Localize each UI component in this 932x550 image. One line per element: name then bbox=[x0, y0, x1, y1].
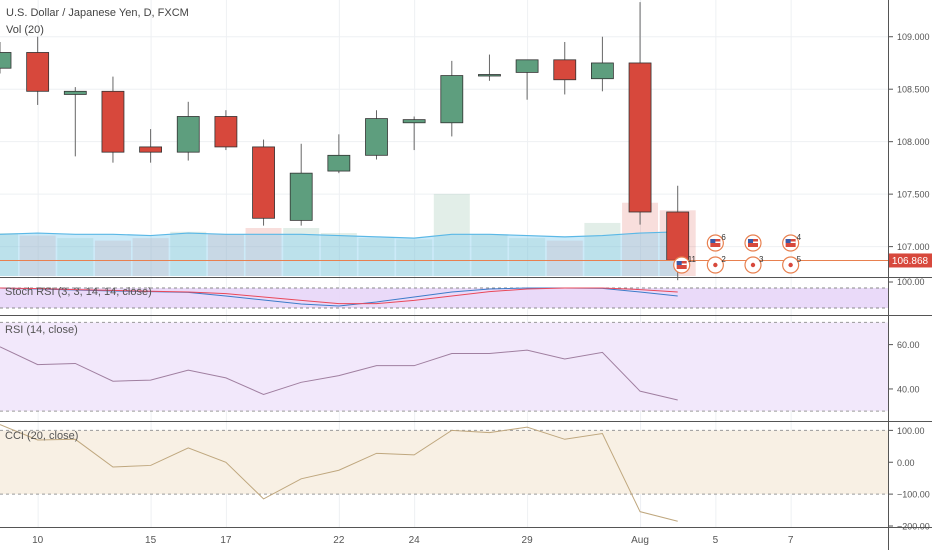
candle-up bbox=[327, 154, 351, 172]
date-tick-label: 29 bbox=[522, 535, 534, 546]
volume-bars bbox=[0, 193, 696, 276]
cci-tick-label: −200.00 bbox=[897, 522, 930, 532]
time-axis[interactable]: 10 15 17 22 24 29 Aug 5 7 bbox=[32, 535, 794, 546]
price-tick-label: 107.500 bbox=[897, 190, 930, 200]
event-count-label: 4 bbox=[797, 233, 802, 242]
cci-tick-label: −100.00 bbox=[897, 490, 930, 500]
date-tick-label: 15 bbox=[145, 535, 157, 546]
volume-bar bbox=[57, 238, 94, 276]
flag-canton bbox=[785, 239, 791, 243]
cci-tick-label: 0.00 bbox=[897, 458, 915, 468]
indicator-lines bbox=[0, 259, 888, 522]
price-tick-label: 107.000 bbox=[897, 242, 930, 252]
last-price-label: 106.868 bbox=[892, 256, 929, 267]
dot-center bbox=[750, 262, 756, 268]
volume-bar bbox=[471, 234, 508, 276]
candle-up bbox=[0, 52, 12, 69]
candle-down bbox=[214, 116, 238, 148]
event-count-label: 3 bbox=[759, 255, 764, 264]
candle-down bbox=[101, 90, 125, 153]
volume-label: Vol (20) bbox=[6, 24, 44, 36]
date-tick-label: 24 bbox=[409, 535, 421, 546]
rsi-line bbox=[0, 346, 678, 401]
chart-title: U.S. Dollar / Japanese Yen, D, FXCM bbox=[6, 7, 189, 19]
event-dot-icon bbox=[706, 256, 724, 274]
event-count-label: 11 bbox=[688, 255, 697, 264]
candle-down bbox=[26, 52, 50, 92]
candle-up bbox=[591, 62, 614, 80]
flag-canton bbox=[676, 261, 682, 265]
volume-ma-area bbox=[0, 231, 678, 276]
stoch-tick-label: 100.00 bbox=[897, 277, 925, 287]
flag-canton bbox=[748, 239, 753, 243]
volume-bar bbox=[207, 234, 244, 276]
dot-center bbox=[713, 262, 718, 268]
price-tick-label: 108.500 bbox=[897, 85, 930, 95]
date-tick-label: 7 bbox=[788, 535, 794, 546]
cci-line bbox=[0, 424, 678, 522]
candle-down bbox=[252, 146, 275, 219]
indicator-bands bbox=[0, 287, 888, 495]
volume-bar bbox=[0, 233, 18, 276]
us-flag-icon bbox=[782, 234, 800, 252]
stoch-rsi-label: Stoch RSI (3, 3, 14, 14, close) bbox=[5, 286, 152, 298]
price-axis[interactable]: 107.000 107.500 108.000 108.500 109.000 100.0… bbox=[888, 32, 930, 532]
dot-center bbox=[788, 262, 793, 268]
candle-up bbox=[365, 118, 388, 156]
rsi-band bbox=[0, 322, 888, 412]
volume-bar bbox=[170, 231, 207, 276]
event-count-label: 6 bbox=[721, 233, 726, 242]
candle-up bbox=[440, 75, 464, 124]
cci-tick-label: 100.00 bbox=[897, 426, 925, 436]
rsi-tick-label: 60.00 bbox=[897, 340, 920, 350]
last-price-tag: 106.868 bbox=[889, 253, 932, 268]
volume-bar bbox=[396, 239, 433, 276]
date-tick-label: 10 bbox=[32, 535, 44, 546]
candle-down bbox=[553, 59, 577, 81]
price-pane[interactable] bbox=[0, 0, 888, 277]
volume-bar bbox=[546, 240, 583, 276]
candle-up bbox=[515, 59, 539, 73]
event-count-label: 2 bbox=[721, 255, 726, 264]
event-markers: 6 4 11 2 3 5 bbox=[673, 233, 802, 274]
volume-bar bbox=[584, 222, 621, 276]
date-tick-label: 22 bbox=[333, 535, 345, 546]
volume-bar bbox=[19, 235, 56, 276]
candlesticks bbox=[0, 2, 690, 281]
candle-up bbox=[289, 172, 313, 221]
volume-bar bbox=[94, 240, 131, 276]
candle-up bbox=[402, 119, 426, 124]
us-flag-icon bbox=[744, 234, 762, 252]
volume-bar bbox=[132, 238, 169, 276]
volume-bar bbox=[509, 238, 546, 276]
candle-up bbox=[176, 116, 200, 153]
event-dot-icon bbox=[744, 256, 762, 274]
cci-band bbox=[0, 430, 888, 495]
price-tick-label: 109.000 bbox=[897, 32, 930, 42]
candle-up bbox=[478, 74, 501, 77]
volume-ma-line bbox=[0, 231, 678, 239]
stoch-line-d bbox=[0, 287, 678, 305]
date-tick-label: 5 bbox=[713, 535, 719, 546]
date-tick-label: Aug bbox=[631, 535, 649, 546]
price-tick-label: 108.000 bbox=[897, 137, 930, 147]
candle-down bbox=[139, 146, 163, 153]
event-dot-icon bbox=[782, 256, 800, 274]
candle-down bbox=[628, 62, 652, 213]
rsi-tick-label: 40.00 bbox=[897, 384, 920, 394]
flag-canton bbox=[710, 239, 716, 243]
volume-bar bbox=[358, 238, 395, 276]
date-tick-label: 17 bbox=[220, 535, 232, 546]
volume-bar bbox=[245, 228, 282, 276]
rsi-label: RSI (14, close) bbox=[5, 324, 78, 336]
candle-up bbox=[63, 90, 87, 95]
volume-bar bbox=[283, 228, 320, 276]
cci-label: CCI (20, close) bbox=[5, 430, 79, 442]
candle-down bbox=[666, 211, 690, 261]
event-count-label: 5 bbox=[797, 255, 802, 264]
volume-bar bbox=[320, 233, 357, 276]
us-flag-icon bbox=[706, 234, 724, 252]
us-flag-icon bbox=[673, 256, 691, 274]
